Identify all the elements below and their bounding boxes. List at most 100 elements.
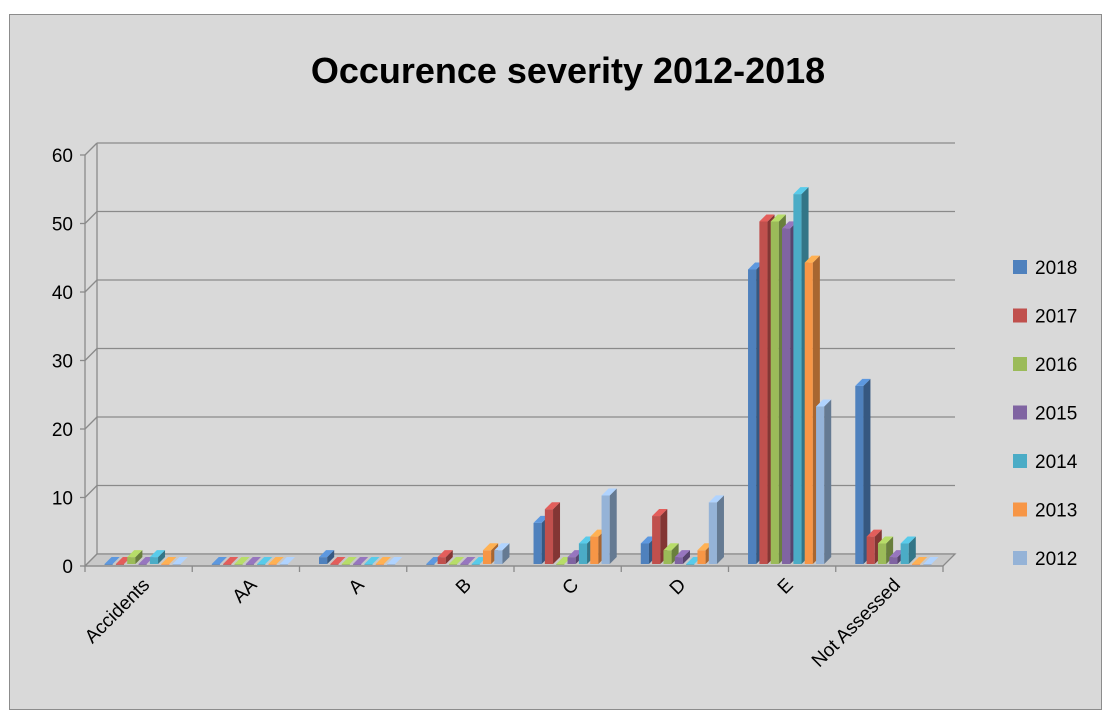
- bar-front: [172, 564, 181, 565]
- bar-side: [716, 495, 724, 564]
- bar-front: [482, 550, 492, 564]
- bar-front: [426, 564, 435, 565]
- bar-front: [686, 564, 695, 565]
- gridline-depth: [84, 485, 98, 498]
- legend-swatch: [1013, 260, 1027, 274]
- bar: [364, 557, 380, 565]
- bar-front: [245, 564, 254, 565]
- bar: [448, 557, 465, 565]
- bar-front: [567, 557, 576, 564]
- bar-front: [341, 564, 350, 565]
- bar-front: [793, 194, 802, 564]
- bar-top: [900, 536, 916, 544]
- bar-front: [759, 221, 768, 564]
- y-tick-label: 60: [52, 146, 73, 167]
- bar-front: [279, 564, 288, 565]
- bar: [257, 557, 273, 565]
- bar-front: [923, 564, 932, 565]
- bar-front: [387, 564, 396, 565]
- bar-top: [387, 557, 403, 564]
- bar-front: [330, 564, 339, 565]
- bar-front: [234, 564, 243, 565]
- bar-front: [816, 406, 825, 564]
- bar-front: [782, 228, 791, 564]
- bar-front: [911, 564, 921, 565]
- legend-item: 2014: [1013, 452, 1078, 473]
- bar-top: [601, 488, 617, 496]
- bar-top: [161, 557, 177, 564]
- bar-front: [855, 385, 864, 564]
- legend-item: 2013: [1013, 501, 1077, 522]
- legend-swatch: [1013, 502, 1027, 517]
- bar-front: [127, 557, 136, 564]
- bar-top: [279, 557, 295, 564]
- bar: [234, 557, 250, 565]
- bar-top: [923, 557, 939, 564]
- chart-svg: Occurence severity 2012-2018 0 10 20 30 40 50…: [52, 50, 1078, 672]
- y-tick-label: 40: [52, 283, 73, 304]
- bar-top: [437, 550, 453, 558]
- bar-side: [609, 488, 617, 564]
- bar: [279, 557, 295, 565]
- bar: [494, 543, 510, 564]
- bar-top: [353, 557, 369, 564]
- bar-front: [353, 564, 362, 565]
- bar-front: [375, 564, 384, 565]
- bar-side: [445, 550, 453, 564]
- bar-top: [793, 187, 809, 195]
- bar-front: [257, 564, 266, 565]
- bar-front: [115, 564, 125, 565]
- bar-front: [578, 543, 588, 564]
- bar: [816, 399, 832, 564]
- legend-item: 2015: [1013, 404, 1077, 425]
- bar-top: [674, 550, 690, 558]
- legend-label: 2015: [1035, 404, 1077, 425]
- bar-top: [494, 543, 510, 551]
- bar-top: [234, 557, 250, 564]
- bar: [127, 550, 143, 564]
- bar-front: [211, 564, 220, 565]
- bar-front: [437, 557, 446, 564]
- bar-top: [816, 399, 832, 407]
- bar-top: [375, 557, 391, 564]
- bar-top: [770, 214, 786, 222]
- bar: [708, 495, 724, 564]
- legend-label: 2012: [1035, 549, 1077, 570]
- legend-swatch: [1013, 308, 1027, 323]
- bar-front: [149, 557, 159, 564]
- bar: [268, 557, 284, 565]
- bar: [387, 557, 403, 565]
- bar-top: [448, 557, 465, 564]
- bar-front: [770, 221, 779, 564]
- bar-side: [682, 550, 690, 564]
- bar-front: [804, 262, 813, 564]
- bar: [855, 378, 871, 564]
- legend-item: 2018: [1013, 258, 1077, 279]
- bar-side: [671, 543, 679, 564]
- bar-front: [104, 564, 113, 565]
- bar-front: [674, 557, 683, 564]
- legend: 2018 2017 2016 2015 2014 2013 2012: [1013, 258, 1078, 570]
- bar: [330, 557, 346, 565]
- bar: [375, 557, 391, 565]
- bar-top: [544, 502, 561, 510]
- bar: [341, 557, 357, 565]
- bar-front: [652, 516, 661, 564]
- bar-top: [460, 557, 476, 564]
- legend-swatch: [1013, 357, 1027, 371]
- legend-label: 2014: [1035, 452, 1078, 473]
- legend-label: 2013: [1035, 501, 1077, 522]
- bar-top: [319, 550, 335, 558]
- bar-front: [877, 543, 887, 564]
- bar-top: [708, 495, 724, 503]
- x-tick-label: Not Assessed: [808, 575, 905, 672]
- bar-side: [135, 550, 143, 564]
- bar-front: [460, 564, 469, 565]
- legend-swatch: [1013, 454, 1027, 468]
- bar: [900, 536, 916, 564]
- bar: [437, 550, 453, 564]
- bar-side: [327, 550, 335, 564]
- legend-swatch: [1013, 551, 1027, 565]
- bar-top: [127, 550, 143, 558]
- legend-item: 2017: [1013, 307, 1077, 328]
